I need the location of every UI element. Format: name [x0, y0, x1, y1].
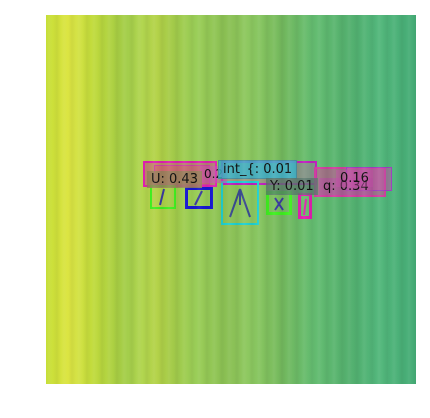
label-u: U: 0.43 — [147, 171, 202, 188]
object-glyph-blue — [194, 190, 203, 206]
object-glyph-tripod — [229, 188, 251, 218]
label-int: int_{: 0.01 — [218, 160, 298, 179]
detection-box-cyan — [221, 181, 259, 225]
object-glyph-lime — [274, 197, 284, 211]
label-y: Y: 0.01 — [266, 178, 318, 195]
object-glyph-left — [159, 188, 165, 206]
label-partial-right: 0.16 — [336, 170, 373, 187]
label-q: q: 0.34 — [319, 178, 373, 195]
image-canvas: 0.2 int_{: 0.01 U: 0.43 Y: 0.01 q: 0.34 … — [46, 15, 416, 384]
detection-box-blue — [185, 187, 213, 209]
object-glyph-magenta — [303, 198, 307, 216]
